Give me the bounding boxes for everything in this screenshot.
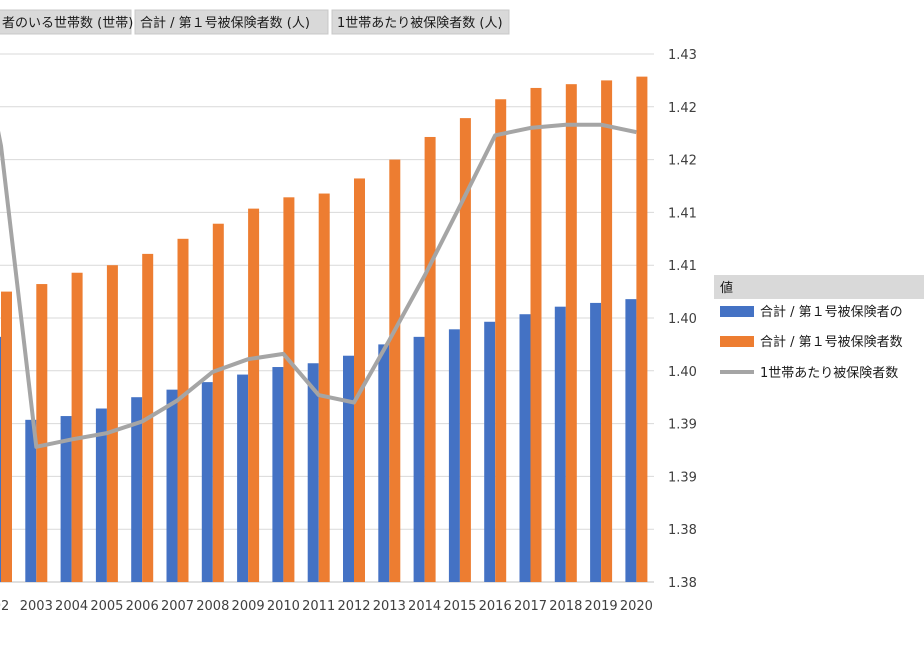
x-tick-label: 2007 xyxy=(161,599,194,614)
bar-series-1 xyxy=(625,299,637,582)
x-tick-label: 2018 xyxy=(549,599,582,614)
bar-series-2 xyxy=(248,208,260,582)
bar-series-2 xyxy=(106,265,118,582)
bar-series-2 xyxy=(636,76,648,582)
x-tick-label: 2013 xyxy=(373,599,406,614)
bar-series-2 xyxy=(1,291,12,582)
bar-series-2 xyxy=(389,159,401,582)
field-button-total-insured[interactable]: 合計 / 第１号被保険者数 (人) xyxy=(134,9,329,35)
field-button-total-insured-label: 合計 / 第１号被保険者数 (人) xyxy=(140,15,310,31)
x-tick-label: 2019 xyxy=(585,599,618,614)
line-series xyxy=(0,122,637,449)
x-tick-label: 02 xyxy=(0,599,9,614)
field-button-households-label: 者のいる世帯数 (世帯) xyxy=(2,16,133,31)
y-tick-label: 1.41 xyxy=(668,259,697,274)
bar-series-2 xyxy=(212,223,224,582)
x-axis-ticks: 0220032004200520062007200820092010201120… xyxy=(0,599,653,614)
bar-series-1 xyxy=(590,302,602,582)
x-tick-label: 2006 xyxy=(126,599,159,614)
bar-series-1 xyxy=(272,367,284,582)
legend-label-3: 1世帯あたり被保険者数 xyxy=(760,366,898,381)
legend-title-bg xyxy=(714,275,924,299)
legend-swatch-blue xyxy=(720,306,754,317)
bar-series-2 xyxy=(283,197,295,583)
bars xyxy=(0,76,648,583)
bar-series-1 xyxy=(166,389,178,582)
x-tick-label: 2014 xyxy=(408,599,441,614)
bar-series-2 xyxy=(36,284,48,582)
bar-series-2 xyxy=(354,178,365,582)
x-tick-label: 2003 xyxy=(20,599,53,614)
y-tick-label: 1.38 xyxy=(668,576,697,591)
bar-series-1 xyxy=(95,408,107,582)
line-series-per-household xyxy=(0,122,637,449)
y-tick-label: 1.42 xyxy=(668,154,697,169)
bar-series-1 xyxy=(0,336,1,582)
bar-series-2 xyxy=(459,118,471,582)
bar-series-1 xyxy=(201,382,213,582)
bar-series-1 xyxy=(413,336,425,582)
y-tick-label: 1.40 xyxy=(668,365,697,380)
field-button-per-household[interactable]: 1世帯あたり被保険者数 (人) xyxy=(331,9,510,35)
y-tick-label: 1.39 xyxy=(668,418,697,433)
bar-series-1 xyxy=(519,314,531,582)
bar-series-2 xyxy=(318,193,330,583)
x-tick-label: 2008 xyxy=(196,599,229,614)
bar-series-2 xyxy=(530,87,542,582)
bar-series-1 xyxy=(484,321,496,582)
bar-series-2 xyxy=(424,136,436,582)
x-tick-label: 2020 xyxy=(620,599,653,614)
field-button-per-household-label: 1世帯あたり被保険者数 (人) xyxy=(337,16,503,31)
x-tick-label: 2009 xyxy=(232,599,265,614)
y-tick-label: 1.42 xyxy=(668,101,697,116)
bar-series-1 xyxy=(307,363,319,582)
y-tick-label: 1.38 xyxy=(668,523,697,538)
bar-series-2 xyxy=(601,80,613,583)
x-tick-label: 2004 xyxy=(55,599,88,614)
legend-item-series-3[interactable]: 1世帯あたり被保険者数 xyxy=(720,366,898,381)
legend-item-series-1[interactable]: 合計 / 第１号被保険者の xyxy=(720,304,903,320)
bar-series-1 xyxy=(554,306,566,582)
bar-series-2 xyxy=(177,238,189,583)
legend-swatch-orange xyxy=(720,336,754,347)
y-axis-right-ticks: 1.43 1.42 1.42 1.41 1.41 1.40 1.40 1.39 1.39 1.38… xyxy=(668,48,697,591)
x-tick-label: 2015 xyxy=(443,599,476,614)
bar-series-1 xyxy=(343,355,354,582)
x-tick-label: 2012 xyxy=(337,599,370,614)
bar-series-2 xyxy=(495,99,507,582)
bar-series-2 xyxy=(565,84,577,583)
legend-label-1: 合計 / 第１号被保険者の xyxy=(760,304,903,320)
y-tick-label: 1.39 xyxy=(668,470,697,485)
bar-series-1 xyxy=(25,419,37,582)
bar-series-1 xyxy=(131,397,143,582)
x-tick-label: 2010 xyxy=(267,599,300,614)
x-tick-label: 2016 xyxy=(479,599,512,614)
bar-series-1 xyxy=(378,344,390,582)
bar-series-1 xyxy=(60,416,72,582)
field-button-households[interactable]: 者のいる世帯数 (世帯) xyxy=(0,9,133,35)
legend: 値 合計 / 第１号被保険者の 合計 / 第１号被保険者数 1世帯あたり被保険者… xyxy=(714,275,924,381)
bar-series-1 xyxy=(237,374,249,582)
x-tick-label: 2017 xyxy=(514,599,547,614)
bar-series-1 xyxy=(448,329,460,582)
x-tick-label: 2011 xyxy=(302,599,335,614)
y-tick-label: 1.43 xyxy=(668,48,697,63)
legend-label-2: 合計 / 第１号被保険者数 xyxy=(760,334,903,350)
legend-title: 値 xyxy=(720,280,733,296)
bar-series-2 xyxy=(71,272,83,582)
y-tick-label: 1.40 xyxy=(668,312,697,327)
legend-item-series-2[interactable]: 合計 / 第１号被保険者数 xyxy=(720,334,903,350)
y-tick-label: 1.41 xyxy=(668,206,697,221)
x-tick-label: 2005 xyxy=(90,599,123,614)
